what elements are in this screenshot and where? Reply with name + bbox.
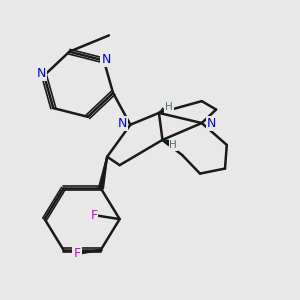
Text: N: N [118,116,127,130]
Text: N: N [101,53,111,66]
Text: F: F [90,209,98,222]
Text: N: N [207,116,217,130]
Polygon shape [98,157,107,189]
Polygon shape [162,140,170,145]
Text: H: H [169,140,177,150]
Text: H: H [165,102,173,112]
Text: F: F [74,247,80,260]
Text: N: N [37,68,46,80]
